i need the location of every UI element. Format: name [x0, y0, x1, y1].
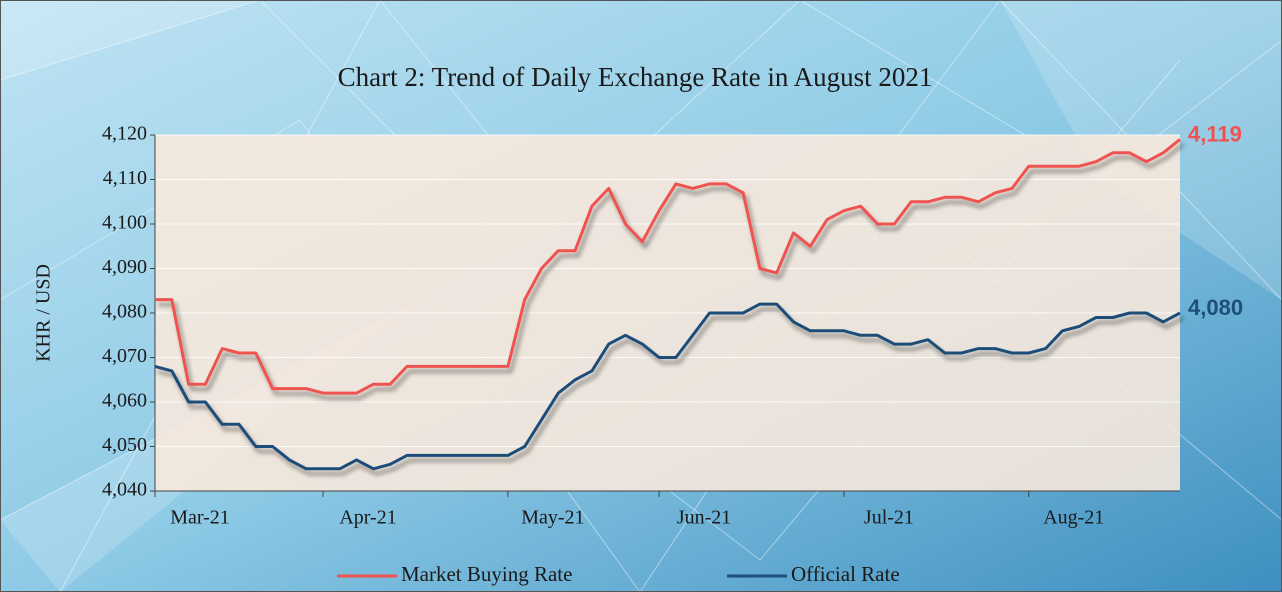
y-tick-label: 4,040 — [102, 479, 147, 501]
y-tick-label: 4,120 — [102, 123, 147, 145]
x-tick-label: May-21 — [521, 507, 584, 529]
x-tick-label: Aug-21 — [1043, 507, 1104, 529]
y-tick-label: 4,090 — [102, 256, 147, 278]
x-tick-label: Jul-21 — [864, 507, 914, 529]
page: {"chart_data": { "type": "line", "title"… — [0, 0, 1282, 592]
legend-label: Market Buying Rate — [401, 562, 572, 586]
y-tick-label: 4,110 — [103, 167, 147, 189]
x-tick-label: Jun-21 — [677, 507, 731, 529]
y-tick-label: 4,050 — [102, 434, 147, 456]
x-tick-label: Mar-21 — [170, 507, 230, 529]
y-tick-label: 4,060 — [102, 390, 147, 412]
value-label: 4,080 — [1188, 295, 1243, 320]
legend-label: Official Rate — [791, 562, 900, 586]
y-tick-label: 4,100 — [102, 212, 147, 234]
chart-title: Chart 2: Trend of Daily Exchange Rate in… — [338, 62, 933, 92]
x-tick-label: Apr-21 — [339, 507, 396, 529]
value-label: 4,119 — [1188, 121, 1242, 146]
y-axis-label: KHR / USD — [33, 264, 55, 362]
y-tick-label: 4,080 — [102, 301, 147, 323]
y-tick-label: 4,070 — [102, 345, 147, 367]
chart: Chart 2: Trend of Daily Exchange Rate in… — [0, 0, 1282, 592]
